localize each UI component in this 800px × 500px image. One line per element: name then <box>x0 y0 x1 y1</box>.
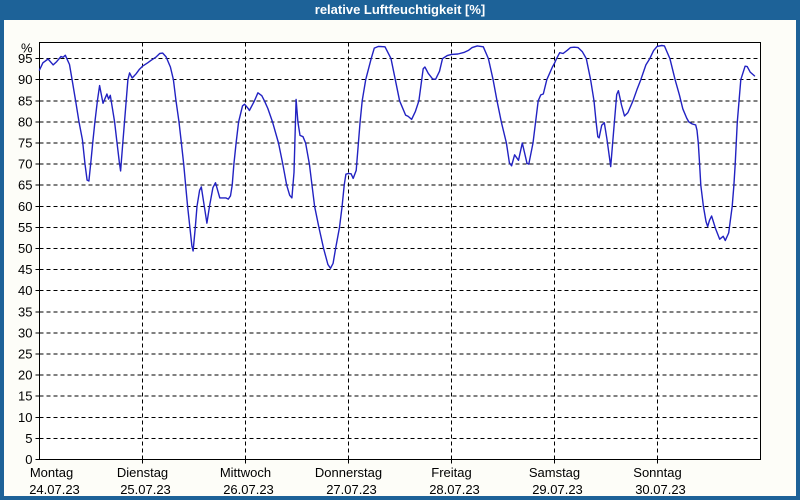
y-tick-label-60: 60 <box>18 199 32 214</box>
humidity-line <box>38 44 756 270</box>
y-tick-label-30: 30 <box>18 325 32 340</box>
y-tick-label-0: 0 <box>25 452 32 467</box>
y-tick-label-80: 80 <box>18 114 32 129</box>
y-tick-label-15: 15 <box>18 389 32 404</box>
title-bar: relative Luftfeuchtigkeit [%] <box>0 0 800 20</box>
x-date-label-donnerstag: 27.07.23 <box>326 482 377 496</box>
humidity-chart: 0 5 10 15 20 25 30 35 40 45 50 55 60 65 70 75 80 85 90 95% M… <box>18 41 761 496</box>
x-day-label-donnerstag: Donnerstag <box>315 465 382 480</box>
y-tick-label-95: 95 <box>18 51 32 66</box>
y-tick-label-5: 5 <box>25 431 32 446</box>
y-tick-label-25: 25 <box>18 347 32 362</box>
window-title: relative Luftfeuchtigkeit [%] <box>314 2 486 17</box>
y-tick-label-65: 65 <box>18 178 32 193</box>
y-axis-unit-label: % <box>21 41 33 56</box>
y-tick-label-50: 50 <box>18 241 32 256</box>
y-tick-label-85: 85 <box>18 93 32 108</box>
y-tick-label-90: 90 <box>18 72 32 87</box>
x-date-label-freitag: 28.07.23 <box>429 482 480 496</box>
y-tick-label-20: 20 <box>18 368 32 383</box>
x-date-label-samstag: 29.07.23 <box>532 482 583 496</box>
x-day-label-sonntag: Sonntag <box>633 465 681 480</box>
x-date-label-mittwoch: 26.07.23 <box>223 482 274 496</box>
x-day-label-montag: Montag <box>30 465 73 480</box>
y-tick-label-10: 10 <box>18 410 32 425</box>
x-day-label-freitag: Freitag <box>431 465 471 480</box>
x-day-label-dienstag: Dienstag <box>117 465 168 480</box>
x-day-label-mittwoch: Mittwoch <box>220 465 271 480</box>
y-tick-label-40: 40 <box>18 283 32 298</box>
y-tick-label-75: 75 <box>18 136 32 151</box>
y-tick-label-45: 45 <box>18 262 32 277</box>
y-tick-label-35: 35 <box>18 304 32 319</box>
y-tick-label-55: 55 <box>18 220 32 235</box>
x-date-label-sonntag: 30.07.23 <box>635 482 686 496</box>
x-day-label-samstag: Samstag <box>529 465 580 480</box>
plot-area <box>39 42 761 460</box>
x-date-label-montag: 24.07.23 <box>29 482 80 496</box>
x-date-label-dienstag: 25.07.23 <box>120 482 171 496</box>
window-frame: 0 5 10 15 20 25 30 35 40 45 50 55 60 65 70 75 80 85 90 95% M… <box>0 20 800 500</box>
y-tick-label-70: 70 <box>18 157 32 172</box>
